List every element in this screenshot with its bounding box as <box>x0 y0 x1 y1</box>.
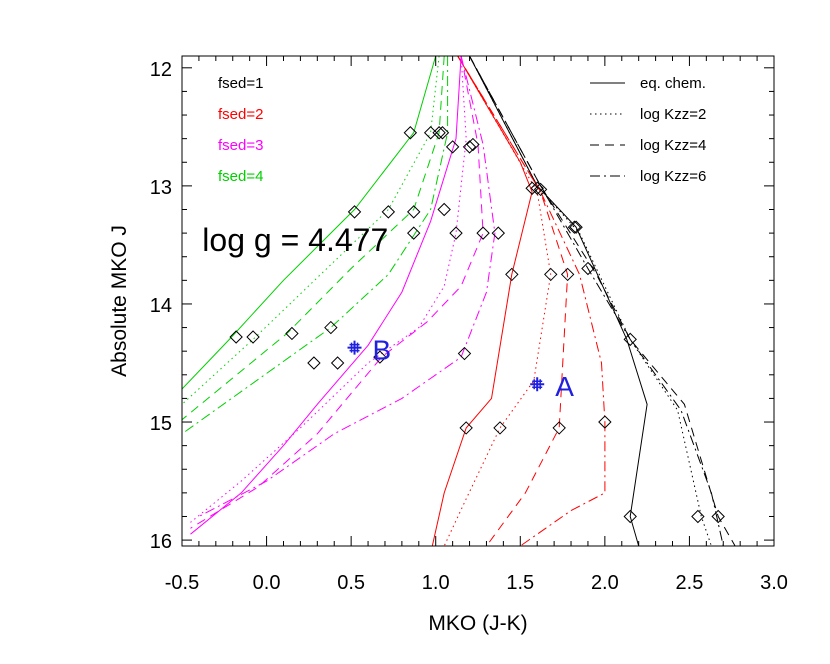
curve-fsed3-dashed <box>190 56 484 529</box>
y-tick-label: 14 <box>150 295 172 317</box>
diamond-marker <box>691 509 705 524</box>
x-axis-title: MKO (J-K) <box>428 612 527 635</box>
diamond-marker <box>285 326 299 341</box>
diamond-marker <box>246 330 260 344</box>
x-tick-label: 0.5 <box>337 572 365 594</box>
model-diamond-markers <box>229 126 725 524</box>
diamond-marker <box>569 220 583 234</box>
diamond-marker <box>462 140 477 154</box>
diamond-marker <box>373 350 387 364</box>
diamond-marker <box>552 421 566 435</box>
diamond-marker <box>229 330 243 344</box>
y-axis-title: Absolute MKO J <box>108 225 131 377</box>
diamond-marker <box>381 205 396 219</box>
diamond-marker <box>432 126 446 140</box>
curve-fsed1-dashed <box>469 56 736 546</box>
x-tick-label: 2.5 <box>676 572 704 594</box>
axis-ticks <box>181 56 775 546</box>
diamond-marker <box>567 220 582 234</box>
y-tick-label: 15 <box>150 413 172 435</box>
x-tick-label: 3.0 <box>760 572 788 594</box>
star-label: B <box>373 335 392 366</box>
diamond-marker <box>403 126 418 140</box>
diamond-marker <box>449 226 463 240</box>
diamond-marker <box>560 267 575 282</box>
curve-fsed2-none <box>431 56 533 546</box>
diamond-marker <box>530 181 544 195</box>
diamond-marker <box>437 202 451 217</box>
diamond-marker <box>457 346 472 361</box>
diamond-marker <box>324 320 338 335</box>
star-b-marker <box>347 340 362 355</box>
diamond-marker <box>623 509 637 524</box>
diamond-marker <box>623 332 637 347</box>
curve-fsed3-dashdot <box>198 56 496 517</box>
curve-fsed2-dashed <box>457 56 569 546</box>
fsed-legend-label: fsed=3 <box>218 137 263 154</box>
diamond-marker <box>544 267 558 282</box>
fsed-legend: fsed=1 fsed=2 fsed=3 fsed=4 <box>218 75 263 185</box>
chemistry-legend: eq. chem. log Kzz=2 log Kzz=4 log Kzz=6 <box>590 75 706 185</box>
x-tick-label: -0.5 <box>165 572 199 594</box>
chem-legend-label: log Kzz=6 <box>640 168 706 185</box>
diamond-marker <box>476 226 490 240</box>
diamond-marker <box>407 226 421 240</box>
diamond-marker <box>445 140 460 154</box>
diamond-marker <box>491 226 506 240</box>
chem-legend-label: eq. chem. <box>640 75 706 92</box>
diamond-marker <box>598 415 612 429</box>
tick-labels: -0.5 0.0 0.5 1.0 1.5 2.0 2.5 3.0 12 13 14 15 16 <box>150 59 788 594</box>
diamond-marker <box>711 509 725 524</box>
x-tick-label: 0.0 <box>253 572 281 594</box>
y-tick-label: 16 <box>150 531 172 553</box>
curve-fsed2-dashdot <box>457 56 606 546</box>
x-tick-label: 1.0 <box>422 572 450 594</box>
model-curves <box>182 56 736 546</box>
chem-legend-label: log Kzz=4 <box>640 137 706 154</box>
curve-fsed4-dashed <box>182 56 445 421</box>
diamond-marker <box>581 261 595 276</box>
star-a-marker <box>530 377 545 392</box>
curve-fsed4-dashdot <box>182 56 449 435</box>
x-tick-label: 1.5 <box>506 572 534 594</box>
diamond-marker <box>505 267 519 282</box>
diamond-marker <box>347 205 362 219</box>
fsed-legend-label: fsed=4 <box>218 168 263 185</box>
curve-fsed4-none <box>182 56 437 390</box>
fsed-legend-label: fsed=1 <box>218 75 263 92</box>
diamond-marker <box>459 421 473 435</box>
x-tick-label: 2.0 <box>591 572 619 594</box>
chem-legend-label: log Kzz=2 <box>640 106 706 123</box>
diamond-marker <box>330 356 345 370</box>
curve-fsed2-dotted <box>443 56 552 546</box>
star-label: A <box>555 371 574 402</box>
log-g-annotation: log g = 4.477 <box>202 222 388 258</box>
diamond-marker <box>407 205 421 219</box>
observed-objects: BA <box>347 335 574 402</box>
diamond-marker <box>493 421 507 435</box>
curve-fsed3-none <box>190 56 462 535</box>
diamond-marker <box>307 356 321 370</box>
diamond-marker <box>466 137 480 152</box>
plot-frame <box>181 55 775 547</box>
fsed-legend-label: fsed=2 <box>218 106 263 123</box>
y-tick-label: 12 <box>150 59 172 81</box>
curve-fsed3-dotted <box>190 56 467 523</box>
diamond-marker <box>435 126 450 140</box>
diamond-marker <box>525 181 539 195</box>
diamond-marker <box>533 182 548 197</box>
y-tick-label: 13 <box>150 177 172 199</box>
